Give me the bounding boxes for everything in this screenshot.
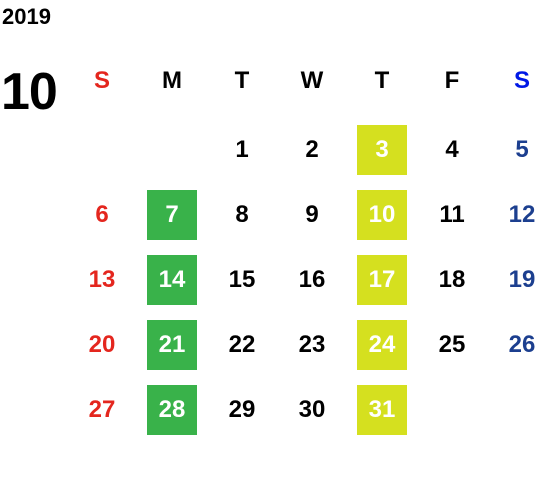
day-number: 9 [305,200,319,228]
day-cell-14: 14 [137,247,207,312]
day-number: 11 [439,200,465,228]
day-cell-2: 2 [277,117,347,182]
weekday-wednesday: W [300,67,324,94]
day-number: 30 [298,395,326,423]
empty-day-cell [487,377,548,442]
day-cell-6: 6 [67,182,137,247]
calendar-grid: S M T W T F S 1 2 3 4 5 6 7 8 9 10 11 12 13 14 15 16 17 1… [67,52,548,442]
day-number: 24 [357,319,407,370]
day-cell-3: 3 [347,117,417,182]
day-number: 18 [438,265,466,293]
day-number: 20 [88,330,116,358]
day-cell-26: 26 [487,312,548,377]
day-number: 12 [508,200,536,228]
day-cell-8: 8 [207,182,277,247]
day-number: 4 [445,135,459,163]
day-cell-27: 27 [67,377,137,442]
day-number: 5 [515,135,529,163]
day-number: 22 [228,330,256,358]
day-number: 23 [298,330,326,358]
weekday-friday: F [444,67,460,94]
day-number: 8 [235,200,249,228]
day-cell-16: 16 [277,247,347,312]
weekday-monday: M [162,67,182,94]
day-number: 26 [508,330,536,358]
empty-day-cell [137,117,207,182]
calendar-month: 10 [1,63,58,121]
day-number: 15 [228,265,256,293]
day-number: 16 [298,265,326,293]
weekday-thursday: T [374,67,390,94]
day-number: 25 [438,330,466,358]
day-cell-13: 13 [67,247,137,312]
day-cell-29: 29 [207,377,277,442]
day-number: 21 [147,319,197,370]
day-cell-21: 21 [137,312,207,377]
day-number: 6 [95,200,109,228]
day-number: 28 [147,384,197,435]
day-number: 27 [88,395,116,423]
day-number: 19 [508,265,536,293]
day-number: 14 [147,254,197,305]
day-number: 31 [357,384,407,435]
day-cell-24: 24 [347,312,417,377]
day-cell-7: 7 [137,182,207,247]
day-number: 10 [357,189,407,240]
day-cell-4: 4 [417,117,487,182]
day-cell-19: 19 [487,247,548,312]
day-cell-11: 11 [417,182,487,247]
day-cell-25: 25 [417,312,487,377]
day-number: 1 [235,135,249,163]
weekday-sunday: S [93,67,110,94]
empty-day-cell [67,117,137,182]
empty-day-cell [417,377,487,442]
weekday-tuesday: T [234,67,250,94]
day-cell-15: 15 [207,247,277,312]
weekday-saturday: S [513,67,530,94]
day-cell-5: 5 [487,117,548,182]
day-number: 13 [88,265,116,293]
calendar-year: 2019 [2,4,51,29]
day-cell-10: 10 [347,182,417,247]
day-number: 17 [357,254,407,305]
day-cell-31: 31 [347,377,417,442]
day-cell-12: 12 [487,182,548,247]
day-cell-28: 28 [137,377,207,442]
day-cell-22: 22 [207,312,277,377]
day-cell-23: 23 [277,312,347,377]
day-number: 3 [357,124,407,175]
day-cell-30: 30 [277,377,347,442]
day-cell-9: 9 [277,182,347,247]
day-cell-20: 20 [67,312,137,377]
day-cell-17: 17 [347,247,417,312]
day-cell-1: 1 [207,117,277,182]
day-cell-18: 18 [417,247,487,312]
day-number: 2 [305,135,319,163]
day-number: 29 [228,395,256,423]
day-number: 7 [147,189,197,240]
